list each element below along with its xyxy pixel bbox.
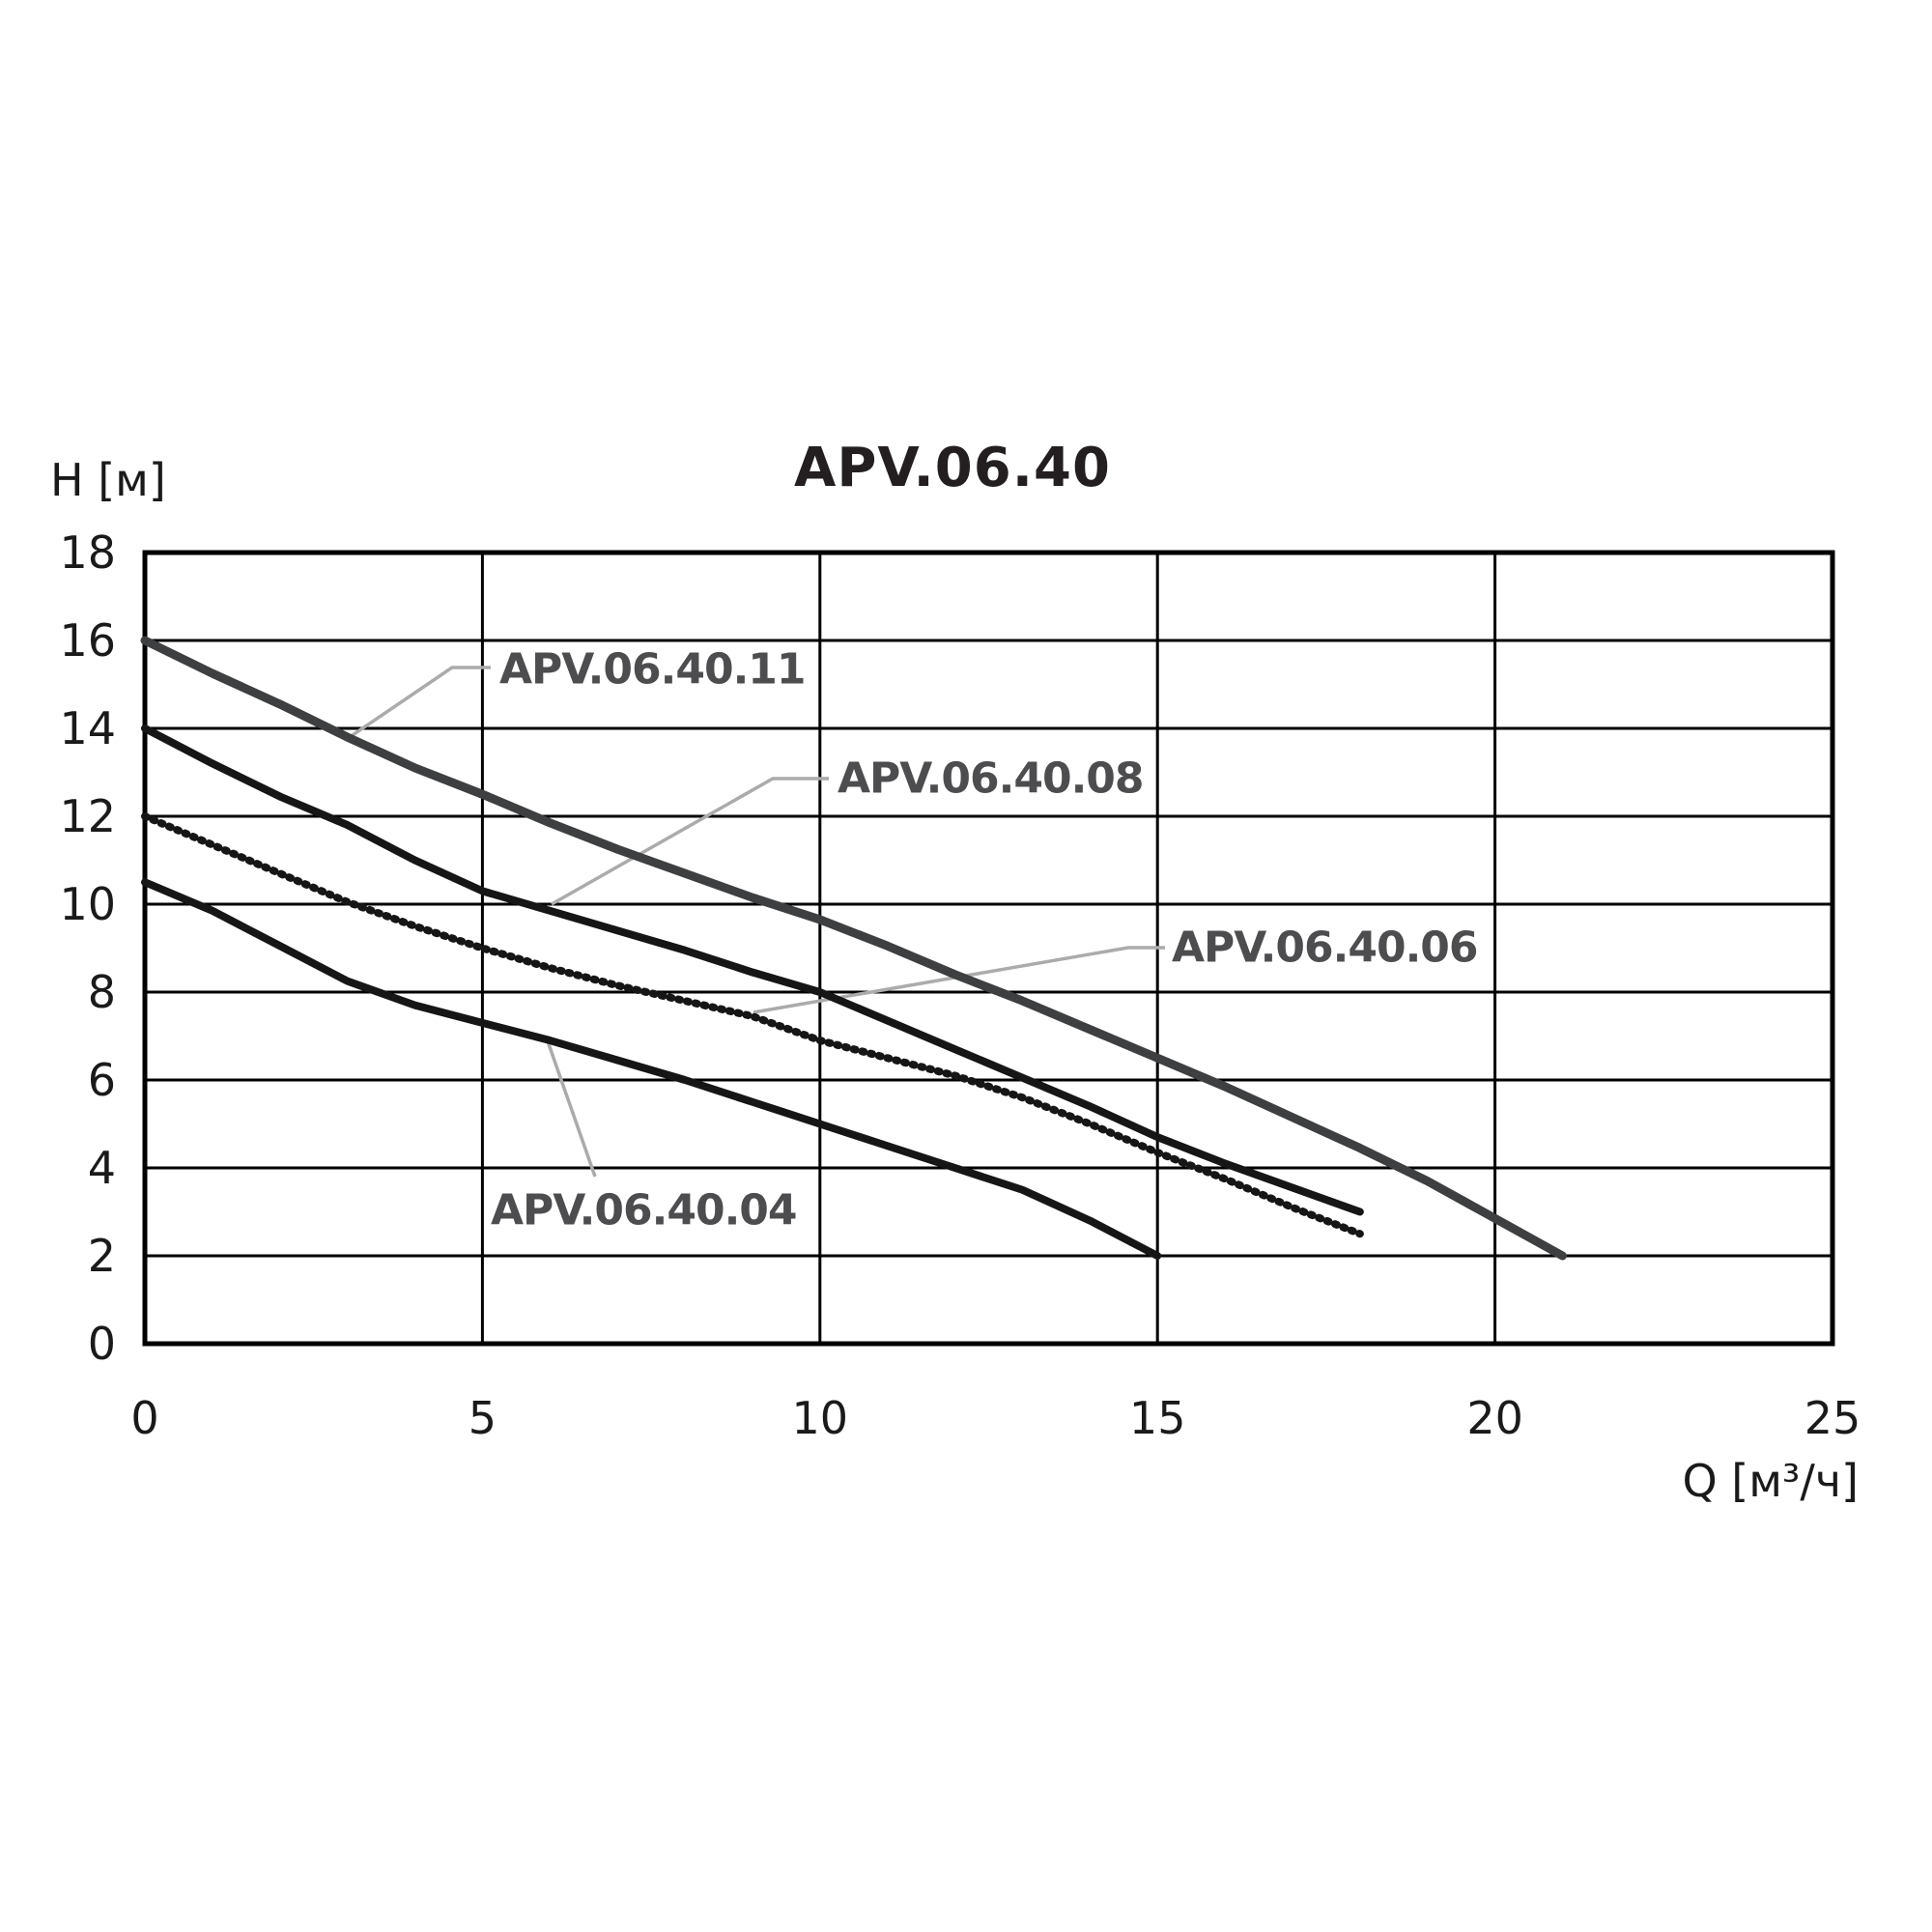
x-tick-label-0: 0	[130, 1392, 158, 1444]
leader-line-apv-06-40-06	[753, 946, 1165, 1014]
x-tick-label-15: 15	[1129, 1392, 1186, 1444]
y-tick-label-16: 16	[59, 614, 116, 667]
leader-line-apv-06-40-11	[349, 666, 491, 739]
curve-label-apv-06-40-04: APV.06.40.04	[491, 1186, 797, 1236]
y-tick-label-6: 6	[88, 1054, 116, 1106]
y-tick-label-2: 2	[88, 1230, 116, 1282]
y-tick-label-14: 14	[59, 702, 116, 754]
x-tick-label-10: 10	[792, 1392, 849, 1444]
y-axis-label: H [м]	[50, 454, 166, 506]
y-tick-label-0: 0	[88, 1318, 116, 1370]
plot-frame	[142, 550, 1835, 1347]
chart-title: APV.06.40	[794, 437, 1111, 499]
y-tick-label-18: 18	[59, 526, 116, 579]
x-tick-label-20: 20	[1466, 1392, 1523, 1444]
curve-apv-06-40-06	[141, 812, 1364, 1238]
y-tick-label-8: 8	[88, 966, 116, 1018]
y-tick-label-4: 4	[88, 1142, 116, 1194]
x-tick-label-5: 5	[469, 1392, 497, 1444]
curve-apv-06-40-08	[141, 724, 1364, 1216]
x-axis-label: Q [м³/ч]	[1682, 1455, 1859, 1507]
leader-line-apv-06-40-04	[546, 1040, 597, 1178]
curve-apv-06-40-04	[141, 878, 1162, 1260]
curve-label-apv-06-40-06: APV.06.40.06	[1172, 923, 1478, 973]
x-tick-label-25: 25	[1804, 1392, 1861, 1444]
y-tick-label-10: 10	[59, 878, 116, 930]
y-tick-label-12: 12	[59, 790, 116, 842]
curve-label-apv-06-40-08: APV.06.40.08	[838, 754, 1144, 804]
curve-label-apv-06-40-11: APV.06.40.11	[499, 645, 806, 695]
curve-apv-06-40-11	[140, 636, 1567, 1261]
leader-line-apv-06-40-08	[551, 777, 829, 906]
